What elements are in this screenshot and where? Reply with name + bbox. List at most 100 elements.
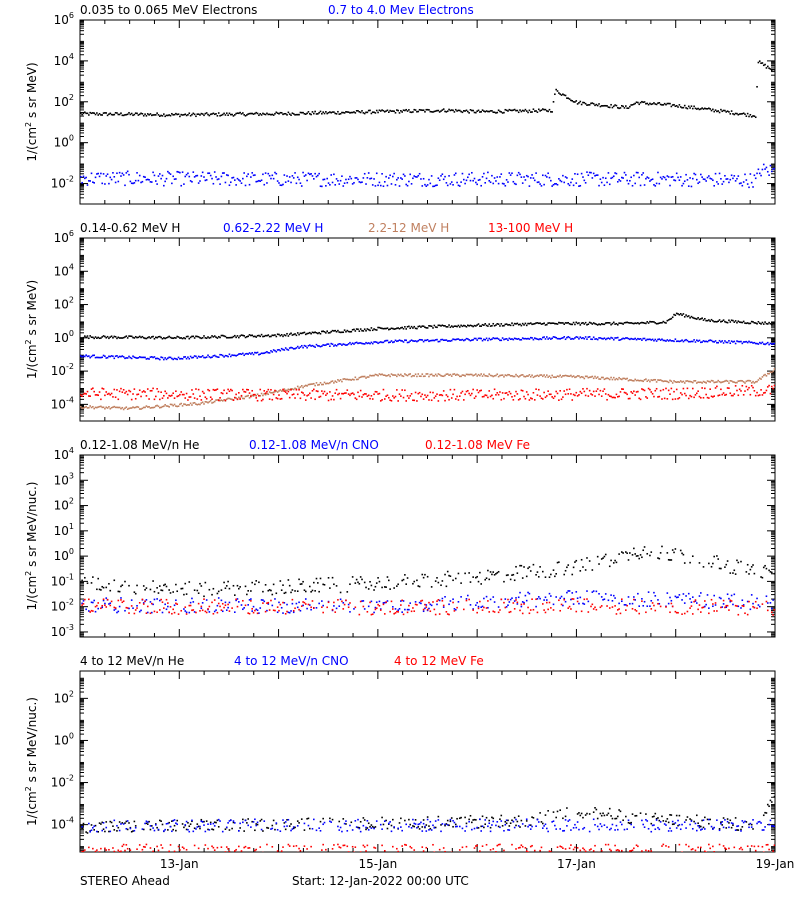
- data-point: [429, 610, 432, 613]
- data-point: [279, 349, 282, 352]
- data-point: [82, 175, 85, 178]
- data-point: [359, 328, 362, 330]
- data-point: [397, 340, 399, 342]
- data-point: [282, 388, 284, 391]
- data-point: [112, 172, 114, 174]
- data-point: [523, 337, 525, 340]
- data-point: [322, 611, 324, 614]
- data-point: [744, 382, 746, 384]
- data-point: [232, 399, 235, 401]
- data-point: [401, 178, 403, 180]
- data-point: [456, 338, 458, 340]
- data-point: [655, 381, 658, 383]
- data-point: [424, 394, 426, 396]
- data-point: [401, 579, 403, 582]
- data-point: [754, 322, 757, 324]
- data-point: [298, 347, 300, 349]
- data-point: [153, 406, 156, 409]
- data-point: [507, 339, 509, 342]
- data-point: [440, 393, 442, 396]
- data-point: [294, 590, 296, 592]
- data-point: [708, 607, 710, 609]
- data-point: [394, 612, 397, 614]
- data-point: [627, 182, 630, 185]
- data-point: [371, 329, 374, 332]
- data-point: [646, 176, 649, 178]
- data-point: [746, 600, 749, 603]
- data-point: [259, 353, 262, 355]
- data-point: [436, 600, 438, 603]
- data-point: [637, 592, 639, 595]
- data-point: [516, 322, 519, 325]
- data-point: [465, 325, 468, 328]
- data-point: [197, 592, 200, 595]
- data-point: [181, 358, 184, 360]
- data-point: [272, 349, 275, 351]
- data-point: [433, 185, 436, 188]
- data-point: [614, 559, 616, 562]
- data-point: [84, 335, 86, 337]
- data-point: [231, 398, 233, 401]
- data-point: [333, 330, 335, 332]
- data-point: [602, 390, 604, 393]
- data-point: [669, 596, 671, 599]
- data-point: [116, 354, 118, 357]
- data-point: [318, 396, 320, 398]
- data-point: [258, 179, 260, 182]
- data-point: [591, 323, 594, 325]
- data-point: [215, 609, 217, 611]
- data-point: [137, 179, 140, 182]
- data-point: [286, 392, 288, 395]
- data-point: [101, 406, 104, 409]
- data-point: [144, 113, 146, 115]
- data-point: [567, 564, 570, 566]
- data-point: [358, 110, 361, 113]
- data-point: [685, 394, 687, 397]
- data-point: [396, 585, 398, 587]
- data-point: [207, 388, 209, 391]
- data-point: [500, 398, 503, 401]
- data-point: [244, 336, 247, 339]
- data-point: [90, 336, 93, 339]
- data-point: [469, 324, 472, 327]
- data-point: [363, 343, 366, 345]
- data-point: [662, 388, 665, 391]
- data-point: [520, 389, 523, 392]
- data-point: [366, 111, 369, 114]
- data-point: [488, 110, 491, 113]
- data-point: [429, 373, 432, 376]
- data-point: [700, 592, 702, 594]
- data-point: [483, 172, 485, 175]
- data-point: [627, 107, 630, 109]
- data-point: [472, 374, 474, 377]
- data-point: [647, 322, 650, 324]
- data-point: [765, 322, 768, 325]
- data-point: [713, 184, 716, 187]
- data-point: [424, 603, 426, 606]
- data-point: [354, 376, 357, 379]
- data-point: [773, 368, 775, 370]
- data-point: [654, 609, 657, 612]
- data-point: [512, 180, 515, 183]
- data-point: [670, 176, 673, 178]
- data-point: [88, 406, 90, 409]
- data-point: [330, 330, 333, 333]
- data-point: [592, 390, 595, 393]
- data-point: [287, 349, 290, 351]
- data-point: [260, 333, 263, 336]
- data-point: [349, 602, 351, 604]
- data-point: [367, 172, 370, 174]
- data-point: [82, 393, 85, 396]
- data-point: [718, 567, 721, 570]
- data-point: [757, 343, 760, 345]
- data-point: [742, 341, 745, 343]
- data-point: [333, 583, 335, 586]
- data-point: [405, 339, 408, 342]
- data-point: [350, 379, 353, 381]
- data-point: [458, 326, 461, 328]
- data-point: [693, 380, 695, 382]
- data-point: [176, 395, 179, 398]
- data-point: [729, 572, 732, 574]
- data-point: [575, 391, 578, 394]
- data-point: [402, 109, 405, 112]
